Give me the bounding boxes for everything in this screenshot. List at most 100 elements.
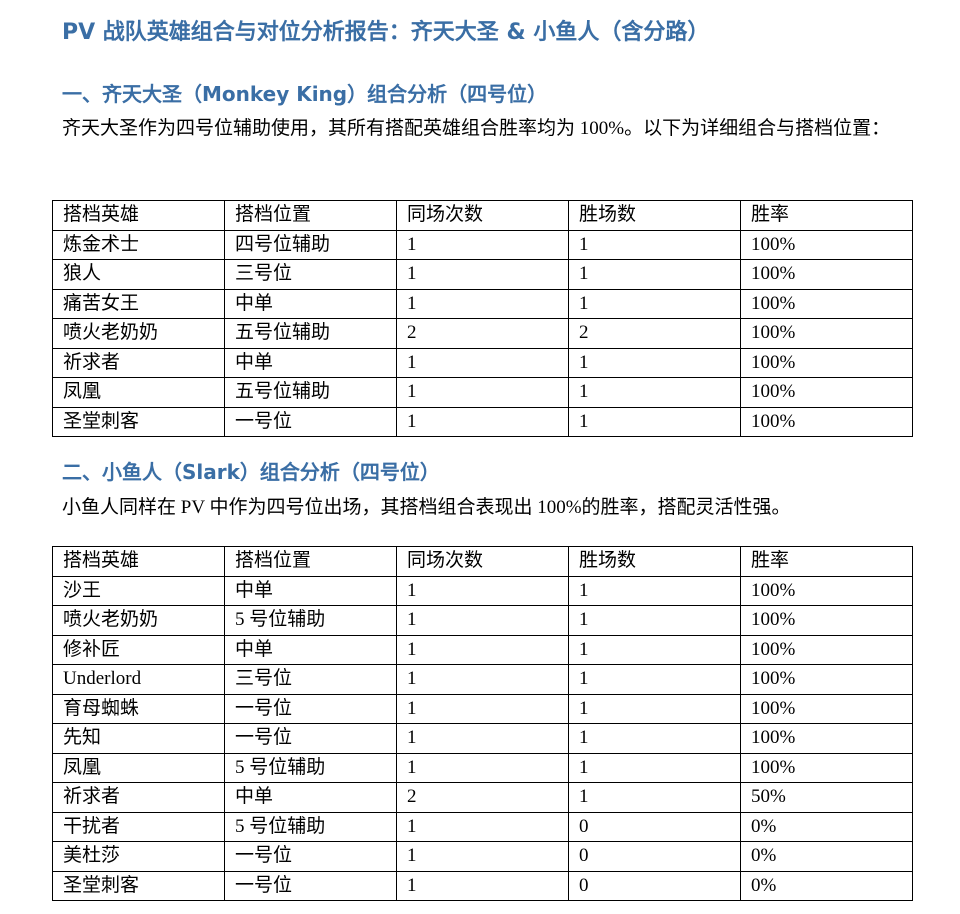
table-cell: 凤凰: [52, 752, 225, 783]
header-cell: 胜率: [740, 546, 913, 577]
table-cell: 1: [568, 575, 741, 606]
table-cell: 1: [396, 259, 569, 290]
paragraph: 小鱼人同样在 PV 中作为四号位出场，其搭档组合表现出 100%的胜率，搭配灵活…: [62, 497, 791, 518]
table-cell: 100%: [740, 347, 913, 378]
table-cell: 炼金术士: [52, 229, 225, 260]
table-cell: 100%: [740, 575, 913, 606]
table-row: 狼人 三号位 1 1 100%: [52, 259, 913, 290]
table-cell: 100%: [740, 229, 913, 260]
header-cell: 同场次数: [396, 546, 569, 577]
table-cell: 1: [396, 406, 569, 437]
table-cell: 1: [396, 229, 569, 260]
table-cell: 三号位: [224, 664, 397, 695]
table-cell: 1: [396, 288, 569, 319]
table-cell: 0: [568, 811, 741, 842]
table-cell: 1: [396, 575, 569, 606]
table-row: 圣堂刺客 一号位 1 0 0%: [52, 870, 913, 901]
header-cell: 胜率: [740, 200, 913, 231]
table-cell: 1: [396, 377, 569, 408]
table-cell: 1: [396, 634, 569, 665]
table-cell: 沙王: [52, 575, 225, 606]
table-cell: 中单: [224, 634, 397, 665]
section-heading: 二、小鱼人（Slark）组合分析（四号位）: [62, 460, 440, 484]
table-cell: 1: [396, 605, 569, 636]
table-cell: 1: [396, 347, 569, 378]
table-row: 凤凰 五号位辅助 1 1 100%: [52, 377, 913, 408]
table-cell: 五号位辅助: [224, 377, 397, 408]
table-cell: 四号位辅助: [224, 229, 397, 260]
header-row: 搭档英雄 搭档位置 同场次数 胜场数 胜率: [52, 200, 913, 231]
table-cell: 50%: [740, 782, 913, 813]
table-cell: 1: [396, 723, 569, 754]
table-cell: 中单: [224, 288, 397, 319]
table-row: 喷火老奶奶 5 号位辅助 1 1 100%: [52, 605, 913, 636]
table-cell: 1: [568, 752, 741, 783]
table-cell: 100%: [740, 664, 913, 695]
table-cell: 1: [396, 693, 569, 724]
table-cell: 1: [568, 693, 741, 724]
table-row: 痛苦女王 中单 1 1 100%: [52, 288, 913, 319]
table-cell: 喷火老奶奶: [52, 318, 225, 349]
table-cell: 1: [396, 664, 569, 695]
table-cell: 1: [568, 634, 741, 665]
table-cell: 100%: [740, 406, 913, 437]
table-cell: 0%: [740, 811, 913, 842]
table-cell: 修补匠: [52, 634, 225, 665]
table-row: 圣堂刺客 一号位 1 1 100%: [52, 406, 913, 437]
table-cell: 100%: [740, 605, 913, 636]
table-row: 祈求者 中单 2 1 50%: [52, 782, 913, 813]
table-row: 炼金术士 四号位辅助 1 1 100%: [52, 229, 913, 260]
table-cell: 一号位: [224, 693, 397, 724]
table-cell: 喷火老奶奶: [52, 605, 225, 636]
table-cell: 1: [568, 782, 741, 813]
table-row: Underlord 三号位 1 1 100%: [52, 664, 913, 695]
header-row: 搭档英雄 搭档位置 同场次数 胜场数 胜率: [52, 546, 913, 577]
table-cell: 5 号位辅助: [224, 605, 397, 636]
table-row: 祈求者 中单 1 1 100%: [52, 347, 913, 378]
header-cell: 搭档英雄: [52, 546, 225, 577]
table-cell: 圣堂刺客: [52, 870, 225, 901]
table-cell: 一号位: [224, 723, 397, 754]
table-cell: 中单: [224, 782, 397, 813]
table-row: 沙王 中单 1 1 100%: [52, 575, 913, 606]
table-cell: 狼人: [52, 259, 225, 290]
table-cell: 2: [396, 318, 569, 349]
table-row: 喷火老奶奶 五号位辅助 2 2 100%: [52, 318, 913, 349]
table-row: 干扰者 5 号位辅助 1 0 0%: [52, 811, 913, 842]
table-cell: 育母蜘蛛: [52, 693, 225, 724]
table-cell: 先知: [52, 723, 225, 754]
table-row: 凤凰 5 号位辅助 1 1 100%: [52, 752, 913, 783]
table-cell: 圣堂刺客: [52, 406, 225, 437]
table-cell: 0%: [740, 841, 913, 872]
table-cell: 一号位: [224, 841, 397, 872]
paragraph: 齐天大圣作为四号位辅助使用，其所有搭配英雄组合胜率均为 100%。以下为详细组合…: [62, 118, 891, 139]
section-heading: 一、齐天大圣（Monkey King）组合分析（四号位）: [62, 82, 548, 106]
table-cell: 100%: [740, 634, 913, 665]
table-cell: 五号位辅助: [224, 318, 397, 349]
table-cell: Underlord: [52, 664, 225, 695]
table-cell: 中单: [224, 347, 397, 378]
table-cell: 美杜莎: [52, 841, 225, 872]
table-cell: 1: [396, 752, 569, 783]
table-cell: 1: [568, 229, 741, 260]
table-cell: 100%: [740, 377, 913, 408]
table-cell: 100%: [740, 752, 913, 783]
table-cell: 0%: [740, 870, 913, 901]
table-cell: 0: [568, 841, 741, 872]
table-cell: 1: [568, 723, 741, 754]
table-cell: 1: [568, 347, 741, 378]
table-row: 先知 一号位 1 1 100%: [52, 723, 913, 754]
table-cell: 2: [568, 318, 741, 349]
table-row: 美杜莎 一号位 1 0 0%: [52, 841, 913, 872]
header-cell: 搭档英雄: [52, 200, 225, 231]
table-cell: 100%: [740, 318, 913, 349]
table-cell: 1: [568, 605, 741, 636]
table-cell: 1: [568, 406, 741, 437]
table-row: 育母蜘蛛 一号位 1 1 100%: [52, 693, 913, 724]
table: 搭档英雄 搭档位置 同场次数 胜场数 胜率 炼金术士 四号位辅助 1 1 100% 狼人 三号位 1 1 1…: [52, 200, 913, 437]
table-cell: 1: [396, 841, 569, 872]
table-cell: 1: [396, 870, 569, 901]
table-cell: 1: [568, 288, 741, 319]
table-cell: 干扰者: [52, 811, 225, 842]
